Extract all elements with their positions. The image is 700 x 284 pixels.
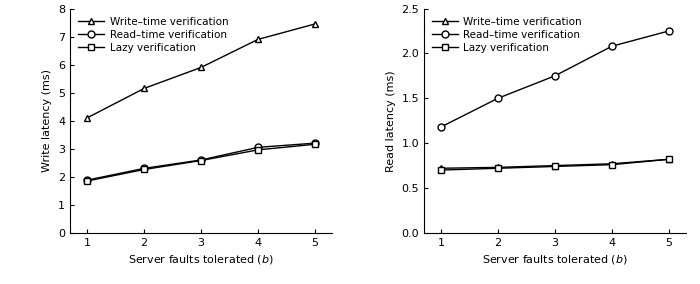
Write–time verification: [665, 158, 673, 161]
Lazy verification: [608, 163, 616, 166]
Write–time verification: [608, 162, 616, 166]
Lazy verification: [311, 143, 319, 146]
Write–time verification: [311, 22, 319, 26]
Read–time verification: [311, 141, 319, 145]
Line: Write–time verification: Write–time verification: [83, 20, 318, 121]
Line: Lazy verification: Lazy verification: [83, 141, 318, 185]
Write–time verification: [197, 66, 205, 69]
X-axis label: Server faults tolerated ($b$): Server faults tolerated ($b$): [482, 253, 628, 266]
Line: Read–time verification: Read–time verification: [83, 140, 318, 184]
Write–time verification: [254, 38, 262, 41]
Read–time verification: [551, 74, 559, 78]
Write–time verification: [83, 116, 91, 120]
Read–time verification: [83, 178, 91, 182]
Lazy verification: [197, 159, 205, 162]
Write–time verification: [140, 87, 148, 90]
Y-axis label: Write latency (ms): Write latency (ms): [43, 69, 52, 172]
Lazy verification: [140, 168, 148, 171]
Read–time verification: [140, 167, 148, 170]
Read–time verification: [608, 45, 616, 48]
Read–time verification: [254, 146, 262, 149]
Lazy verification: [437, 168, 445, 172]
Legend: Write–time verification, Read–time verification, Lazy verification: Write–time verification, Read–time verif…: [75, 14, 231, 56]
Read–time verification: [494, 97, 502, 100]
Lazy verification: [254, 148, 262, 152]
Lazy verification: [494, 166, 502, 170]
Lazy verification: [83, 179, 91, 183]
Line: Read–time verification: Read–time verification: [438, 28, 673, 130]
Read–time verification: [665, 29, 673, 33]
Write–time verification: [494, 166, 502, 169]
Lazy verification: [551, 165, 559, 168]
Read–time verification: [437, 125, 445, 129]
Write–time verification: [437, 166, 445, 170]
Line: Write–time verification: Write–time verification: [438, 156, 673, 172]
Write–time verification: [551, 164, 559, 167]
Legend: Write–time verification, Read–time verification, Lazy verification: Write–time verification, Read–time verif…: [429, 14, 585, 56]
Y-axis label: Read latency (ms): Read latency (ms): [386, 70, 396, 172]
Line: Lazy verification: Lazy verification: [438, 156, 673, 174]
X-axis label: Server faults tolerated ($b$): Server faults tolerated ($b$): [128, 253, 274, 266]
Read–time verification: [197, 158, 205, 162]
Lazy verification: [665, 158, 673, 161]
